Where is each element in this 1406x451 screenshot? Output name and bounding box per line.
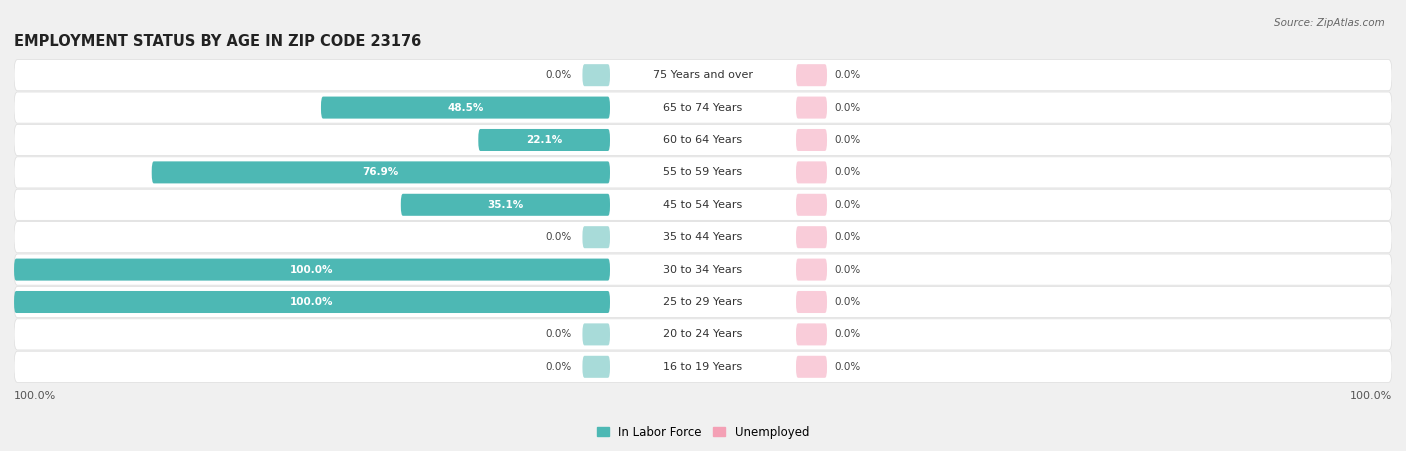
Text: 75 Years and over: 75 Years and over bbox=[652, 70, 754, 80]
Text: 25 to 29 Years: 25 to 29 Years bbox=[664, 297, 742, 307]
Text: 0.0%: 0.0% bbox=[834, 167, 860, 177]
FancyBboxPatch shape bbox=[796, 161, 827, 184]
FancyBboxPatch shape bbox=[14, 92, 1392, 123]
FancyBboxPatch shape bbox=[610, 64, 796, 86]
FancyBboxPatch shape bbox=[610, 291, 796, 313]
Text: 0.0%: 0.0% bbox=[834, 200, 860, 210]
FancyBboxPatch shape bbox=[796, 97, 827, 119]
FancyBboxPatch shape bbox=[582, 323, 610, 345]
FancyBboxPatch shape bbox=[14, 254, 1392, 285]
Text: 0.0%: 0.0% bbox=[546, 232, 572, 242]
FancyBboxPatch shape bbox=[796, 129, 827, 151]
Text: 100.0%: 100.0% bbox=[290, 265, 333, 275]
FancyBboxPatch shape bbox=[610, 161, 796, 184]
FancyBboxPatch shape bbox=[796, 291, 827, 313]
FancyBboxPatch shape bbox=[14, 291, 610, 313]
FancyBboxPatch shape bbox=[796, 194, 827, 216]
Text: 100.0%: 100.0% bbox=[1350, 391, 1392, 401]
Text: 0.0%: 0.0% bbox=[834, 362, 860, 372]
FancyBboxPatch shape bbox=[610, 356, 796, 378]
FancyBboxPatch shape bbox=[796, 356, 827, 378]
Text: 100.0%: 100.0% bbox=[14, 391, 56, 401]
Text: 0.0%: 0.0% bbox=[834, 70, 860, 80]
FancyBboxPatch shape bbox=[14, 124, 1392, 156]
FancyBboxPatch shape bbox=[582, 226, 610, 248]
Text: 0.0%: 0.0% bbox=[546, 362, 572, 372]
FancyBboxPatch shape bbox=[610, 194, 796, 216]
Text: 60 to 64 Years: 60 to 64 Years bbox=[664, 135, 742, 145]
FancyBboxPatch shape bbox=[14, 258, 610, 281]
FancyBboxPatch shape bbox=[796, 258, 827, 281]
FancyBboxPatch shape bbox=[152, 161, 610, 184]
FancyBboxPatch shape bbox=[582, 356, 610, 378]
Text: EMPLOYMENT STATUS BY AGE IN ZIP CODE 23176: EMPLOYMENT STATUS BY AGE IN ZIP CODE 231… bbox=[14, 34, 422, 49]
Text: 16 to 19 Years: 16 to 19 Years bbox=[664, 362, 742, 372]
Text: 48.5%: 48.5% bbox=[447, 102, 484, 113]
Text: 0.0%: 0.0% bbox=[834, 102, 860, 113]
FancyBboxPatch shape bbox=[14, 189, 1392, 221]
FancyBboxPatch shape bbox=[321, 97, 610, 119]
FancyBboxPatch shape bbox=[610, 129, 796, 151]
FancyBboxPatch shape bbox=[14, 351, 1392, 382]
Text: 45 to 54 Years: 45 to 54 Years bbox=[664, 200, 742, 210]
Text: 65 to 74 Years: 65 to 74 Years bbox=[664, 102, 742, 113]
FancyBboxPatch shape bbox=[610, 258, 796, 281]
FancyBboxPatch shape bbox=[14, 221, 1392, 253]
Text: 35 to 44 Years: 35 to 44 Years bbox=[664, 232, 742, 242]
FancyBboxPatch shape bbox=[14, 157, 1392, 188]
Text: 0.0%: 0.0% bbox=[834, 135, 860, 145]
FancyBboxPatch shape bbox=[401, 194, 610, 216]
Text: 30 to 34 Years: 30 to 34 Years bbox=[664, 265, 742, 275]
FancyBboxPatch shape bbox=[796, 323, 827, 345]
Text: 0.0%: 0.0% bbox=[834, 329, 860, 340]
FancyBboxPatch shape bbox=[14, 60, 1392, 91]
Text: 0.0%: 0.0% bbox=[834, 232, 860, 242]
Text: 0.0%: 0.0% bbox=[546, 70, 572, 80]
Text: 0.0%: 0.0% bbox=[834, 265, 860, 275]
FancyBboxPatch shape bbox=[610, 226, 796, 248]
Text: 35.1%: 35.1% bbox=[488, 200, 523, 210]
Text: 22.1%: 22.1% bbox=[526, 135, 562, 145]
FancyBboxPatch shape bbox=[478, 129, 610, 151]
FancyBboxPatch shape bbox=[610, 323, 796, 345]
FancyBboxPatch shape bbox=[796, 64, 827, 86]
Text: 55 to 59 Years: 55 to 59 Years bbox=[664, 167, 742, 177]
Text: Source: ZipAtlas.com: Source: ZipAtlas.com bbox=[1274, 18, 1385, 28]
Text: 0.0%: 0.0% bbox=[546, 329, 572, 340]
Text: 0.0%: 0.0% bbox=[834, 297, 860, 307]
FancyBboxPatch shape bbox=[796, 226, 827, 248]
Text: 76.9%: 76.9% bbox=[363, 167, 399, 177]
FancyBboxPatch shape bbox=[610, 97, 796, 119]
FancyBboxPatch shape bbox=[582, 64, 610, 86]
Text: 100.0%: 100.0% bbox=[290, 297, 333, 307]
Legend: In Labor Force, Unemployed: In Labor Force, Unemployed bbox=[598, 426, 808, 439]
Text: 20 to 24 Years: 20 to 24 Years bbox=[664, 329, 742, 340]
FancyBboxPatch shape bbox=[14, 319, 1392, 350]
FancyBboxPatch shape bbox=[14, 286, 1392, 318]
